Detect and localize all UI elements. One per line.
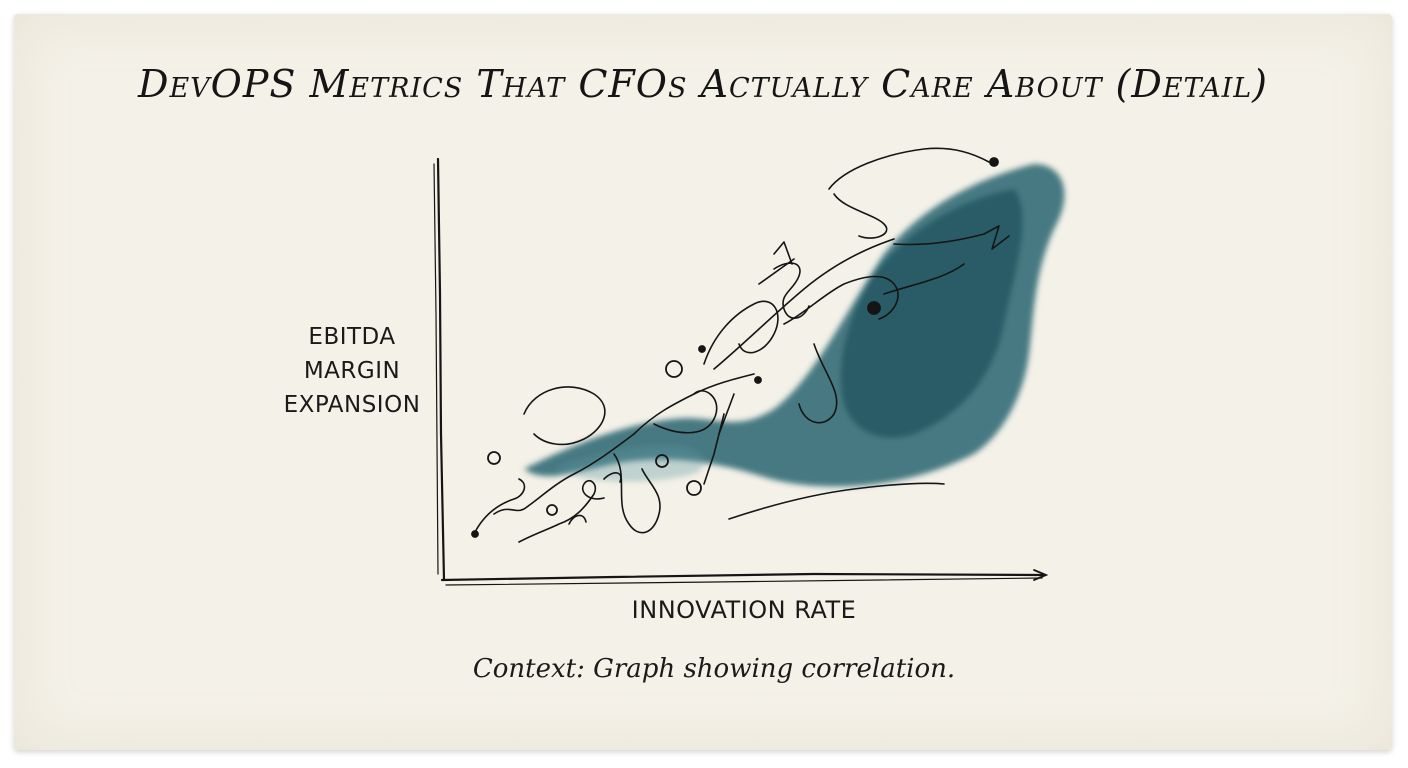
data-point (754, 376, 762, 384)
x-axis-label: INNOVATION RATE (631, 596, 857, 624)
x-axis (440, 572, 1046, 582)
data-points (471, 157, 999, 538)
y-axis-label-line: EXPANSION (283, 392, 421, 418)
y-axis-label-line: EBITDA (308, 324, 396, 350)
paper-card: DevOPS Metrics That CFOs Actually Care A… (14, 14, 1392, 750)
data-point (546, 504, 558, 516)
x-axis-second-stroke (445, 577, 1043, 586)
ink-scribbles (473, 147, 1010, 543)
data-point (471, 530, 479, 538)
data-point (686, 480, 702, 496)
y-axis-label: EBITDA MARGIN EXPANSION (262, 320, 442, 422)
data-point (989, 157, 999, 167)
data-point (665, 360, 683, 378)
data-point (698, 345, 706, 353)
axes (433, 157, 1049, 586)
chart-title: DevOPS Metrics That CFOs Actually Care A… (137, 62, 1268, 106)
data-point (487, 451, 501, 465)
y-axis (436, 157, 446, 582)
data-point (867, 301, 881, 315)
caption: Context: Graph showing correlation. (472, 654, 956, 684)
y-axis-label-line: MARGIN (303, 358, 401, 384)
watercolor-band (524, 164, 1065, 487)
x-axis-arrow (1033, 569, 1049, 581)
chart-canvas (433, 147, 1065, 586)
data-point (655, 454, 669, 468)
y-axis-second-stroke (433, 163, 439, 575)
